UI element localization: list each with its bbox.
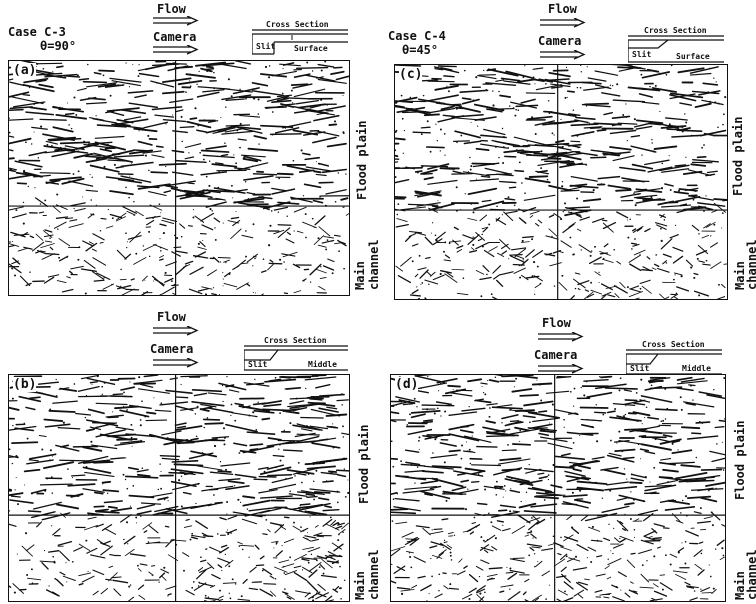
camera-arrow-a [153, 45, 199, 55]
slit-label-a: Slit [256, 42, 276, 51]
vector-field-c [395, 65, 727, 299]
main-label-b: Main [353, 571, 367, 600]
angle-label-c3: θ=90° [40, 39, 77, 53]
channel-label-d: channel [745, 549, 756, 600]
slit-label-c: Slit [632, 50, 652, 59]
flood-plain-label-c: Flood plain [731, 116, 745, 196]
angle-label-c4: θ=45° [402, 43, 439, 57]
flood-plain-label-d: Flood plain [733, 420, 747, 500]
flow-label-d: Flow [542, 316, 571, 330]
slit-label-b: Slit [248, 360, 268, 369]
channel-label-b: channel [367, 549, 381, 600]
section-label-c: Surface [676, 52, 710, 61]
panel-c: (c) [394, 64, 728, 300]
flood-plain-label-a: Flood plain [355, 120, 369, 200]
cross-section-label-c: Cross Section [644, 26, 707, 35]
camera-label-c: Camera [538, 34, 582, 48]
panel-letter-c: (c) [399, 67, 423, 82]
camera-label-d: Camera [534, 348, 578, 362]
section-label-b: Middle [308, 360, 337, 369]
panel-a: (a) [8, 60, 350, 296]
panel-letter-a: (a) [13, 63, 37, 78]
section-label-a: Surface [294, 44, 328, 53]
panel-letter-d: (d) [395, 377, 419, 392]
cross-section-diagram-c: Cross Section Slit Surface [628, 24, 724, 64]
panel-d: (d) [390, 374, 726, 602]
flow-label-b: Flow [157, 310, 186, 324]
case-label-c4: Case C-4 [388, 29, 446, 43]
camera-arrow-d [538, 364, 584, 374]
camera-label-a: Camera [153, 30, 197, 44]
panel-b: (b) [8, 374, 350, 602]
flood-plain-label-b: Flood plain [357, 424, 371, 504]
panel-letter-b: (b) [13, 377, 37, 392]
channel-label-c: channel [745, 239, 756, 290]
camera-arrow-b [153, 358, 199, 368]
vector-field-a [9, 61, 349, 295]
flow-arrow-c [540, 18, 586, 28]
camera-arrow-c [540, 50, 586, 60]
section-label-d: Middle [682, 364, 711, 373]
camera-label-b: Camera [150, 342, 194, 356]
vector-field-d [391, 375, 725, 601]
flow-label-c: Flow [548, 2, 577, 16]
main-label-a: Main [353, 261, 367, 290]
cross-section-label-d: Cross Section [642, 340, 705, 349]
flow-arrow-b [153, 326, 199, 336]
cross-section-diagram-b: Cross Section Slit Middle [244, 336, 348, 372]
cross-section-diagram-a: Cross Section Slit Surface [252, 20, 348, 56]
slit-label-d: Slit [630, 364, 650, 373]
case-label-c3: Case C-3 [8, 25, 66, 39]
vector-field-b [9, 375, 349, 601]
cross-section-label-b: Cross Section [264, 336, 327, 345]
flow-arrow-a [153, 16, 199, 26]
cross-section-label-a: Cross Section [266, 20, 329, 29]
flow-arrow-d [538, 332, 584, 342]
flow-label-a: Flow [157, 2, 186, 16]
cross-section-diagram-d: Cross Section Slit Middle [626, 340, 722, 376]
channel-label-a: channel [367, 239, 381, 290]
